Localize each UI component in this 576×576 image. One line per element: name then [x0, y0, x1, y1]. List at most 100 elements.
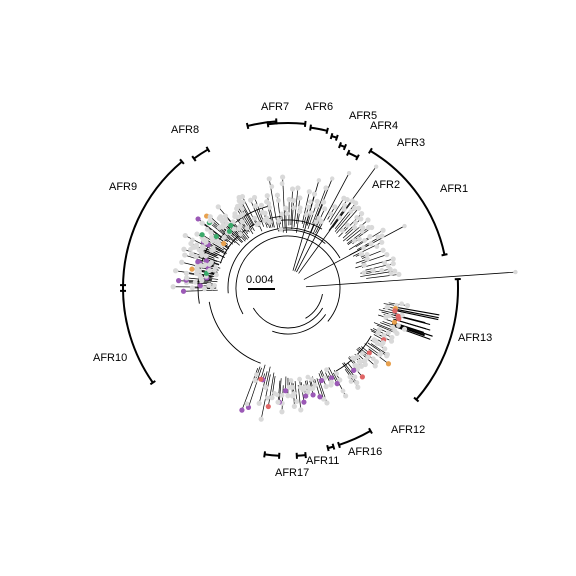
- tip-point: [316, 178, 322, 183]
- tip-point: [201, 286, 208, 292]
- clade-label-afr8: AFR8: [171, 124, 199, 136]
- tip-branch: [297, 385, 302, 410]
- tip-point: [396, 271, 402, 278]
- tip-point: [263, 384, 269, 390]
- clade-arc-afr2: [347, 151, 358, 159]
- tip-point: [347, 374, 353, 380]
- tip-point: [305, 374, 311, 380]
- tip-point: [256, 400, 262, 406]
- clade-arc-afr2-tick: [346, 149, 351, 156]
- tip-branch: [362, 258, 394, 268]
- tip-point: [199, 232, 205, 238]
- clade-label-afr16: AFR16: [348, 446, 382, 458]
- tip-point: [390, 261, 396, 267]
- tip-point: [355, 384, 361, 390]
- tip-branch: [347, 227, 372, 245]
- clade-arc-afr8-tick: [191, 155, 197, 162]
- clade-label-afr9: AFR9: [109, 181, 137, 193]
- clade-label-afr1: AFR1: [440, 183, 468, 195]
- tip-point: [206, 267, 213, 274]
- long-branch: [298, 166, 377, 274]
- clade-label-afr3: AFR3: [397, 137, 425, 149]
- tip-branch: [266, 201, 274, 228]
- tip-point: [289, 393, 295, 399]
- tip-point: [212, 283, 217, 288]
- tip-point: [340, 388, 346, 394]
- tip-point: [310, 392, 316, 398]
- tip-point: [207, 214, 213, 220]
- tip-point: [239, 193, 246, 200]
- tip-point: [176, 278, 182, 284]
- tip-branch: [291, 200, 294, 230]
- tip-point: [352, 205, 358, 211]
- tip-point: [318, 218, 324, 225]
- tip-point: [352, 224, 358, 231]
- tip-point: [251, 194, 258, 201]
- tip-point: [375, 234, 381, 240]
- clade-arc-afr4-tick: [329, 132, 334, 140]
- tip-branch: [316, 378, 324, 400]
- tip-branch: [211, 222, 236, 244]
- tip-point: [194, 231, 200, 237]
- tip-point: [313, 219, 319, 225]
- tip-point: [306, 189, 312, 195]
- tip-point: [294, 398, 300, 405]
- tip-point: [267, 205, 273, 211]
- tip-point: [353, 220, 358, 226]
- clade-arc-afr1-tick: [368, 147, 373, 154]
- scale-bar: 0.004: [246, 274, 275, 290]
- tip-point: [308, 210, 314, 216]
- tip-point: [314, 198, 320, 204]
- tip-branch: [336, 208, 359, 234]
- clade-label-afr10: AFR10: [93, 352, 127, 364]
- tip-point: [318, 377, 325, 384]
- tip-branch: [255, 205, 265, 227]
- tip-point: [182, 252, 188, 258]
- internal-branch-arc: [219, 215, 282, 264]
- tip-point: [364, 256, 370, 262]
- clade-arc-afr5-tick: [309, 124, 312, 131]
- clade-label-afr17: AFR17: [275, 467, 309, 479]
- long-branch: [305, 271, 516, 288]
- clade-arc-afr3-tick: [342, 143, 347, 151]
- tip-branch: [343, 362, 356, 378]
- tip-point: [362, 238, 367, 243]
- tip-point: [396, 316, 402, 322]
- tip-point: [210, 245, 216, 251]
- tip-point: [373, 164, 379, 169]
- tip-point: [384, 353, 390, 359]
- tip-point: [387, 266, 393, 272]
- tip-point: [402, 223, 407, 229]
- tip-point: [374, 244, 380, 249]
- tip-branch: [372, 328, 393, 338]
- clade-label-afr2: AFR2: [372, 179, 400, 191]
- tip-point: [269, 395, 275, 401]
- clade-arc-afr13: [415, 279, 459, 401]
- tip-branch: [373, 322, 395, 332]
- tip-branch: [370, 343, 388, 355]
- tip-branch: [396, 306, 440, 316]
- tip-point: [371, 337, 377, 343]
- tip-point: [258, 416, 264, 422]
- internal-branch-arc: [227, 227, 341, 294]
- tip-point: [337, 215, 342, 221]
- tip-point: [275, 197, 281, 203]
- tip-point: [252, 203, 259, 209]
- tip-branch: [250, 200, 261, 224]
- tip-point: [203, 237, 209, 243]
- tip-branch: [361, 254, 387, 264]
- tip-point: [291, 403, 297, 409]
- tip-point: [348, 209, 354, 214]
- tip-point: [291, 197, 297, 204]
- tip-branch: [367, 342, 387, 357]
- tip-point: [238, 231, 243, 237]
- tip-branch: [183, 289, 218, 292]
- tip-point: [309, 377, 315, 382]
- clade-arc-afr10: [122, 285, 154, 384]
- clade-arc-afr8: [193, 148, 209, 160]
- internal-branch-arc: [216, 205, 271, 244]
- tip-branch: [201, 279, 218, 283]
- tip-branch: [254, 197, 264, 221]
- tip-point: [220, 222, 226, 228]
- clade-arc-afr17-tick: [263, 451, 267, 458]
